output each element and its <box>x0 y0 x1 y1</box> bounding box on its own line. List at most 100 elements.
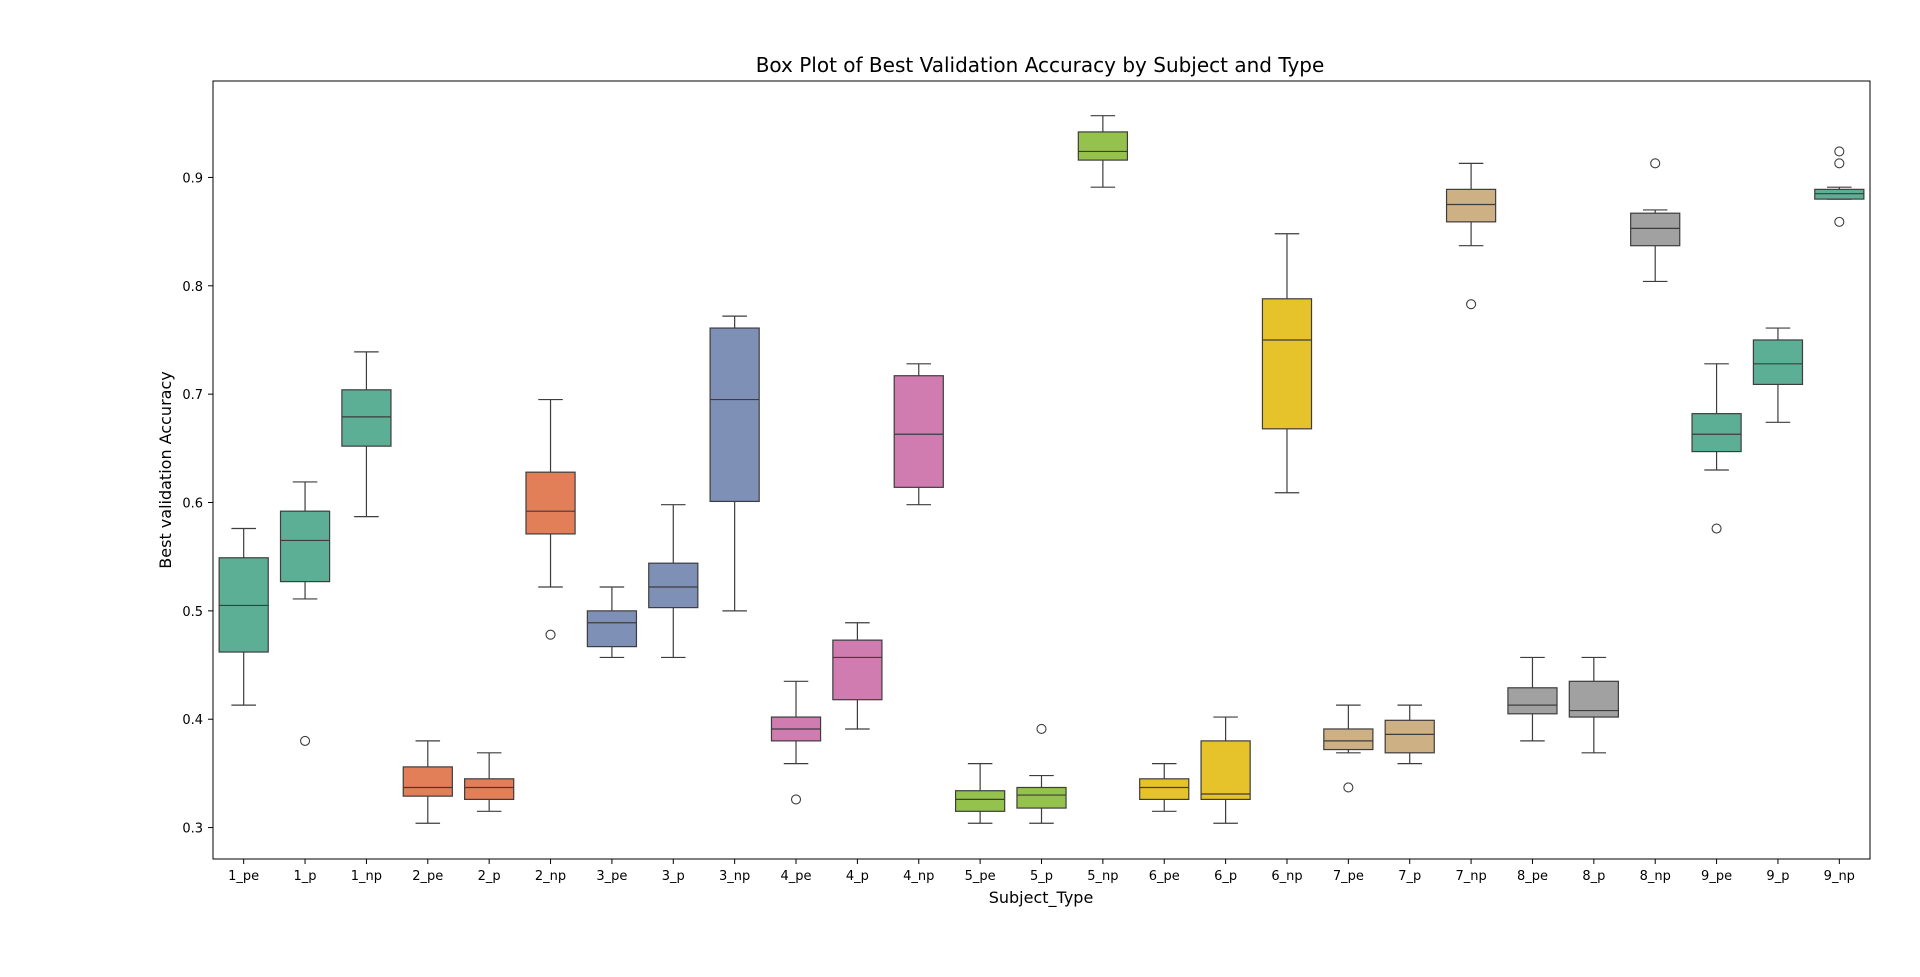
iqr-box <box>1323 728 1374 751</box>
iqr-box <box>586 610 638 648</box>
x-tick-label: 4_p <box>846 869 869 884</box>
outlier-point <box>1834 158 1845 169</box>
y-tick-label: 0.3 <box>182 822 203 837</box>
x-tick-label: 2_p <box>478 869 501 884</box>
y-tick-label: 0.5 <box>182 605 203 620</box>
x-tick-label: 1_pe <box>228 869 259 884</box>
box-5_pe <box>954 763 1006 824</box>
box-2_pe <box>402 740 453 824</box>
x-tick-label: 9_np <box>1824 869 1855 884</box>
iqr-box <box>954 790 1006 812</box>
outlier-point <box>1834 216 1845 227</box>
iqr-box <box>525 471 576 535</box>
box-3_np <box>709 315 760 612</box>
plot-frame <box>212 80 1871 860</box>
x-tick-label: 3_p <box>662 869 685 884</box>
x-tick-label: 4_np <box>903 869 934 884</box>
box-1_pe <box>218 527 269 706</box>
iqr-box <box>709 327 760 503</box>
iqr-box <box>1691 413 1742 453</box>
box-8_pe <box>1507 656 1558 742</box>
outlier-point <box>300 735 311 746</box>
x-tick-label: 7_np <box>1455 869 1486 884</box>
x-tick-label: 5_np <box>1087 869 1118 884</box>
outlier-point <box>1711 523 1722 534</box>
outlier-point <box>545 629 556 640</box>
x-tick-label: 5_pe <box>965 869 996 884</box>
box-4_p <box>832 622 883 730</box>
box-7_pe <box>1323 704 1374 793</box>
y-tick-label: 0.6 <box>182 497 203 512</box>
x-tick-label: 4_pe <box>781 869 812 884</box>
chart-title: Box Plot of Best Validation Accuracy by … <box>756 53 1325 77</box>
x-tick-label: 2_pe <box>412 869 443 884</box>
box-4_pe <box>770 680 822 805</box>
box-8_np <box>1630 158 1681 283</box>
box-1_np <box>341 351 392 518</box>
iqr-box <box>832 639 883 701</box>
iqr-box <box>893 375 944 488</box>
box-8_p <box>1568 656 1619 754</box>
x-tick-label: 3_np <box>719 869 750 884</box>
outlier-point <box>1036 723 1047 735</box>
outlier-point <box>1650 158 1661 169</box>
outlier-point <box>1343 782 1354 793</box>
iqr-box <box>1568 680 1619 718</box>
iqr-box <box>1507 687 1558 715</box>
x-tick-label: 2_np <box>535 869 566 884</box>
outlier-point <box>1834 146 1845 157</box>
x-tick-label: 8_np <box>1640 869 1671 884</box>
y-tick-label: 0.4 <box>182 713 203 728</box>
iqr-box <box>1139 778 1190 801</box>
box-5_np <box>1077 115 1129 188</box>
x-tick-label: 8_pe <box>1517 869 1548 884</box>
outlier-point <box>790 794 802 805</box>
box-3_pe <box>586 586 638 659</box>
iqr-box <box>1261 298 1313 430</box>
box-3_p <box>648 504 699 659</box>
iqr-box <box>1016 786 1067 809</box>
iqr-box <box>648 562 699 609</box>
x-tick-label: 6_p <box>1214 869 1237 884</box>
y-axis-label: Best validation Accuracy <box>156 371 175 568</box>
x-tick-label: 3_pe <box>596 869 627 884</box>
x-tick-label: 1_p <box>294 869 317 884</box>
outlier-point <box>1466 299 1477 310</box>
box-4_np <box>893 363 944 506</box>
iqr-box <box>402 766 453 797</box>
iqr-box <box>279 510 331 583</box>
x-tick-label: 9_pe <box>1701 869 1732 884</box>
x-tick-label: 9_p <box>1766 869 1789 884</box>
box-6_np <box>1261 233 1313 494</box>
iqr-box <box>1200 740 1251 801</box>
box-9_np <box>1814 146 1865 227</box>
box-6_pe <box>1139 763 1190 812</box>
iqr-box <box>1077 131 1129 161</box>
iqr-box <box>341 389 392 447</box>
box-7_np <box>1445 162 1497 310</box>
x-tick-label: 6_np <box>1271 869 1302 884</box>
x-tick-label: 8_p <box>1582 869 1605 884</box>
x-tick-label: 5_p <box>1030 869 1053 884</box>
iqr-box <box>1752 339 1804 385</box>
x-tick-label: 6_pe <box>1149 869 1180 884</box>
box-9_pe <box>1691 363 1742 534</box>
iqr-box <box>1445 188 1497 223</box>
x-tick-label: 7_p <box>1398 869 1421 884</box>
iqr-box <box>464 778 515 801</box>
y-tick-label: 0.7 <box>182 388 203 403</box>
box-6_p <box>1200 716 1251 824</box>
y-tick-label: 0.9 <box>182 171 203 186</box>
x-tick-label: 7_pe <box>1333 869 1364 884</box>
iqr-box <box>1630 212 1681 247</box>
box-5_p <box>1016 723 1067 824</box>
iqr-box <box>1384 719 1435 754</box>
box-7_p <box>1384 704 1435 765</box>
box-2_np <box>525 398 576 640</box>
x-tick-label: 1_np <box>351 869 382 884</box>
box-9_p <box>1752 327 1804 423</box>
x-axis-label: Subject_Type <box>989 888 1094 908</box>
box-1_p <box>279 481 331 746</box>
plot-area: 0.3 0.4 0.5 0.6 0.7 0.8 0.9 1_pe 1_p 1_np 2_pe 2_p 2… <box>182 115 1865 884</box>
